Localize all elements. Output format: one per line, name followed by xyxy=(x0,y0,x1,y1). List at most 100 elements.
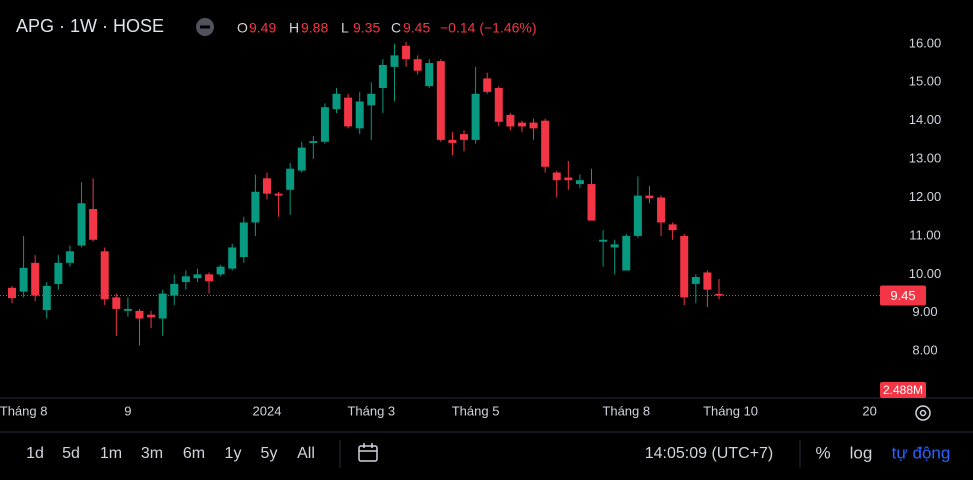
last-price-label: 9.45 xyxy=(890,288,915,303)
x-tick-label: 9 xyxy=(124,403,131,418)
candle-body xyxy=(471,93,480,140)
candle-body xyxy=(8,287,16,299)
calendar-icon[interactable] xyxy=(358,443,378,462)
candle-body xyxy=(714,293,723,296)
x-tick-label: 2024 xyxy=(253,403,282,418)
range-button[interactable]: 5d xyxy=(62,445,80,462)
x-tick-label: Tháng 8 xyxy=(602,403,650,418)
candle-body xyxy=(494,88,503,122)
range-button[interactable]: 6m xyxy=(183,445,205,462)
plot-area xyxy=(0,41,880,346)
y-tick-label: 13.00 xyxy=(909,151,942,166)
candle-body xyxy=(320,107,329,142)
candle-body xyxy=(332,93,341,110)
candle-body xyxy=(552,172,561,181)
candle-body xyxy=(216,266,225,275)
chart-title: APG · 1W · HOSE xyxy=(16,16,164,36)
candle-body xyxy=(460,134,469,140)
candle-body xyxy=(19,267,28,292)
ohlc-key: C xyxy=(391,20,401,36)
candle-body xyxy=(680,235,689,298)
candle-body xyxy=(135,310,144,319)
candle-body xyxy=(425,63,434,87)
candle-body xyxy=(286,168,295,190)
candle-body xyxy=(355,101,364,129)
y-tick-label: 9.00 xyxy=(912,304,937,319)
candle-body xyxy=(413,59,422,71)
change-label: −0.14 (−1.46%) xyxy=(440,20,537,36)
candle-body xyxy=(703,272,712,290)
y-tick-label: 14.00 xyxy=(909,112,942,127)
candle-body xyxy=(344,97,353,127)
candle-body xyxy=(251,191,260,223)
range-button[interactable]: 3m xyxy=(141,445,163,462)
y-tick-label: 11.00 xyxy=(909,227,941,242)
y-tick-label: 8.00 xyxy=(912,343,937,358)
candle-body xyxy=(123,308,132,311)
candle-body xyxy=(529,122,538,129)
last-price-tag xyxy=(880,285,926,306)
candle-body xyxy=(54,262,63,284)
candle-body xyxy=(367,93,376,106)
candle-body xyxy=(610,244,619,248)
candle-body xyxy=(564,177,573,181)
ohlc-key: O xyxy=(237,20,248,36)
time-label: 14:05:09 (UTC+7) xyxy=(645,445,774,462)
y-tick-label: 10.00 xyxy=(909,266,942,281)
ohlc-key: L xyxy=(341,20,349,36)
x-tick-label: Tháng 8 xyxy=(0,403,47,418)
candle-body xyxy=(517,122,526,127)
x-tick-label: Tháng 3 xyxy=(347,403,395,418)
candle-body xyxy=(297,147,306,171)
candle-body xyxy=(436,61,445,140)
candle-body xyxy=(645,195,654,199)
candle-body xyxy=(541,120,550,167)
hide-icon xyxy=(200,25,210,29)
x-tick-label: Tháng 5 xyxy=(452,403,500,418)
candle-body xyxy=(402,45,411,60)
candle-body xyxy=(506,114,515,127)
range-button[interactable]: 1y xyxy=(225,445,242,462)
candle-body xyxy=(89,209,98,240)
candle-body xyxy=(622,235,631,271)
candle-body xyxy=(668,224,677,231)
log-button[interactable]: log xyxy=(850,443,873,462)
ohlc-value: 9.45 xyxy=(403,20,430,36)
candle-body xyxy=(42,285,51,311)
candle-body xyxy=(77,203,86,246)
range-button[interactable]: All xyxy=(297,445,315,462)
y-tick-label: 16.00 xyxy=(909,35,942,50)
candle-body xyxy=(262,178,271,194)
candle-body xyxy=(274,193,283,196)
candle-body xyxy=(575,180,584,185)
x-tick-label: Tháng 10 xyxy=(703,403,758,418)
auto-button[interactable]: tự động xyxy=(892,443,951,462)
candle-body xyxy=(31,262,40,296)
candle-body xyxy=(691,277,700,284)
volume-tag xyxy=(880,382,926,398)
range-button[interactable]: 1m xyxy=(100,445,122,462)
candle-body xyxy=(239,222,248,258)
candle-body xyxy=(599,239,608,242)
candle-body xyxy=(147,314,156,318)
candle-body xyxy=(378,64,387,89)
ohlc-key: H xyxy=(289,20,299,36)
candle-body xyxy=(390,55,399,67)
candle-body xyxy=(100,251,109,300)
candle-body xyxy=(587,184,596,221)
range-button[interactable]: 5y xyxy=(261,445,278,462)
candle-body xyxy=(181,276,190,283)
settings-icon[interactable] xyxy=(915,405,931,421)
ohlc-value: 9.49 xyxy=(249,20,276,36)
range-button[interactable]: 1d xyxy=(26,445,44,462)
candle-body xyxy=(309,141,318,143)
candle-body xyxy=(228,247,237,269)
ohlc-value: 9.88 xyxy=(301,20,328,36)
ohlc-value: 9.35 xyxy=(353,20,380,36)
candle-body xyxy=(633,195,642,236)
percent-button[interactable]: % xyxy=(815,443,830,462)
x-tick-label: 20 xyxy=(862,403,876,418)
candle-body xyxy=(65,251,74,263)
candle-body xyxy=(112,297,121,309)
candle-body xyxy=(448,139,457,143)
